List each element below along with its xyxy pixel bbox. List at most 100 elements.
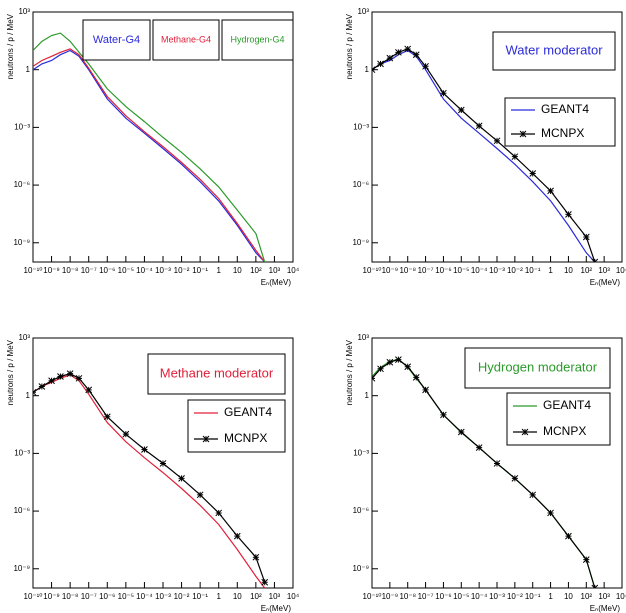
plot-area — [33, 32, 266, 262]
legend-label: GEANT4 — [543, 398, 591, 412]
marker — [372, 66, 376, 74]
y-tick-label: 10⁻⁶ — [353, 506, 369, 515]
marker — [395, 48, 402, 56]
marker — [48, 377, 55, 385]
x-tick-label: 10⁻³ — [155, 266, 171, 275]
legend-box — [187, 399, 286, 453]
marker — [66, 370, 74, 378]
x-tick-label: 10⁻³ — [489, 592, 505, 601]
marker — [457, 428, 465, 436]
marker — [233, 532, 241, 540]
x-tick-label: 10⁻⁶ — [435, 266, 451, 275]
x-tick-label: 10 — [233, 266, 242, 275]
y-tick-label: 10⁻³ — [14, 122, 30, 131]
marker — [591, 584, 599, 588]
series-line — [33, 49, 266, 262]
x-tick-label: 10⁻¹ — [192, 592, 208, 601]
legend-label: MCNPX — [541, 126, 584, 140]
y-tick-label: 10⁻³ — [353, 448, 369, 457]
x-tick-label: 10⁻⁵ — [118, 266, 134, 275]
marker — [377, 365, 384, 373]
x-tick-label: 10⁻² — [507, 266, 523, 275]
x-tick-label: 10⁻⁸ — [62, 592, 79, 601]
marker — [493, 137, 501, 145]
x-tick-label: 10⁻⁵ — [453, 266, 469, 275]
x-tick-label: 10⁻⁹ — [43, 266, 60, 275]
x-tick-label: 10² — [250, 266, 262, 275]
x-tick-label: 10⁻¹⁰ — [24, 266, 43, 275]
x-tick-label: 10⁻¹⁰ — [363, 592, 382, 601]
marker — [404, 363, 412, 371]
x-tick-label: 10⁻⁵ — [118, 592, 134, 601]
legend-box — [152, 19, 220, 61]
x-tick-label: 10⁴ — [287, 266, 300, 275]
x-tick-label: 10⁻² — [174, 592, 190, 601]
x-tick-label: 10⁻⁷ — [418, 266, 434, 275]
x-axis-label: Eₙ(MeV) — [590, 278, 621, 287]
x-tick-label: 10⁻² — [174, 266, 190, 275]
panel: 10⁻¹⁰ 10⁻⁹ 10⁻⁸ 10⁻⁷ 10⁻⁶ 10⁻⁵ 10⁻⁴ 10⁻³ 10⁻² 10⁻… — [345, 7, 626, 287]
marker — [38, 383, 46, 390]
marker — [440, 89, 447, 97]
marker — [547, 187, 554, 195]
series-line — [33, 374, 266, 588]
legend-box — [221, 19, 294, 61]
x-tick-label: 10⁻⁴ — [136, 592, 153, 601]
marker — [404, 45, 412, 53]
x-tick-label: 10⁻⁷ — [418, 592, 434, 601]
x-tick-label: 10² — [581, 592, 593, 601]
x-axis-label: Eₙ(MeV) — [261, 278, 292, 287]
x-tick-label: 10⁻⁹ — [382, 266, 399, 275]
x-tick-label: 10⁻¹ — [525, 592, 541, 601]
legend-box — [504, 97, 616, 147]
legend-label: MCNPX — [543, 424, 586, 438]
legend-label: GEANT4 — [541, 102, 589, 116]
marker — [440, 411, 447, 419]
marker — [386, 54, 394, 62]
marker — [565, 211, 572, 218]
x-tick-label: 10⁴ — [616, 266, 626, 275]
legend-box — [82, 19, 151, 61]
marker — [377, 60, 384, 68]
marker — [547, 509, 554, 517]
marker — [215, 509, 223, 517]
y-tick-label: 10⁻⁹ — [352, 564, 369, 573]
marker — [85, 386, 93, 394]
marker — [372, 374, 376, 382]
legend-label: Water-G4 — [93, 34, 140, 46]
x-tick-label: 10⁻⁴ — [136, 266, 153, 275]
marker — [252, 553, 260, 561]
x-tick-label: 10⁴ — [287, 592, 300, 601]
y-tick-label: 1 — [26, 391, 31, 400]
y-tick-label: 1 — [26, 65, 31, 74]
x-tick-label: 10 — [233, 592, 242, 601]
x-tick-label: 10⁻⁹ — [382, 592, 399, 601]
marker — [261, 578, 269, 586]
marker — [511, 153, 519, 161]
y-axis-label: neutrons / p / MeV — [6, 339, 15, 405]
marker — [529, 170, 537, 177]
x-tick-label: 10³ — [598, 266, 610, 275]
x-tick-label: 10⁻² — [507, 592, 523, 601]
plot-area — [372, 45, 599, 262]
marker — [529, 491, 537, 499]
y-tick-label: 10⁻⁶ — [14, 180, 30, 189]
marker — [457, 106, 465, 114]
x-tick-label: 10⁻⁴ — [471, 266, 488, 275]
x-tick-label: 10⁻¹⁰ — [363, 266, 382, 275]
x-tick-label: 10⁻⁶ — [99, 592, 115, 601]
marker — [475, 444, 483, 451]
marker — [412, 373, 420, 381]
x-tick-label: 10² — [581, 266, 593, 275]
x-tick-label: 10⁻⁸ — [399, 266, 416, 275]
legend-label: Hydrogen-G4 — [230, 34, 284, 44]
x-tick-label: 10³ — [598, 592, 610, 601]
marker — [582, 233, 590, 241]
marker — [412, 51, 420, 59]
x-tick-label: 10⁴ — [616, 592, 626, 601]
y-axis-label: neutrons / p / MeV — [345, 13, 354, 79]
chart-title: Hydrogen moderator — [478, 359, 598, 374]
marker — [33, 388, 37, 396]
y-tick-label: 10⁻⁹ — [13, 238, 30, 247]
y-tick-label: 10³ — [357, 333, 369, 342]
